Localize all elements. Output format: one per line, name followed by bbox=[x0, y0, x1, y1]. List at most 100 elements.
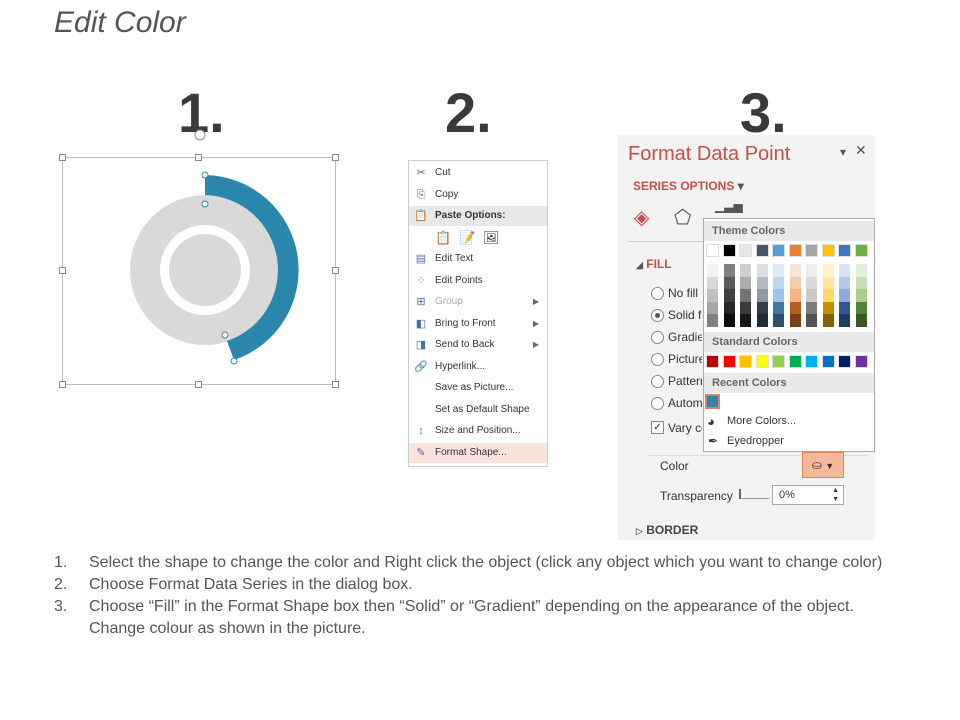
resize-handle[interactable] bbox=[332, 154, 339, 161]
theme-color-shade-swatch[interactable] bbox=[740, 301, 751, 315]
theme-color-shade-swatch[interactable] bbox=[822, 289, 834, 302]
resize-handle[interactable] bbox=[195, 154, 202, 161]
theme-color-shade-swatch[interactable] bbox=[740, 289, 751, 302]
theme-color-shade-swatch[interactable] bbox=[723, 264, 735, 277]
donut-core[interactable] bbox=[169, 234, 241, 306]
theme-color-shade-swatch[interactable] bbox=[855, 264, 867, 277]
theme-color-swatch[interactable] bbox=[755, 244, 769, 257]
fill-section-toggle[interactable]: ◢ FILL bbox=[636, 257, 672, 271]
theme-color-swatch[interactable] bbox=[739, 244, 752, 257]
border-section-toggle[interactable]: ▷ BORDER bbox=[636, 523, 698, 537]
selected-data-point[interactable] bbox=[205, 175, 299, 360]
theme-color-shade-swatch[interactable] bbox=[789, 264, 801, 277]
theme-color-swatch[interactable] bbox=[772, 244, 785, 257]
theme-color-swatch[interactable] bbox=[854, 244, 868, 257]
fill-option-radio[interactable] bbox=[651, 309, 664, 322]
transparency-slider[interactable] bbox=[739, 489, 769, 499]
standard-color-swatch[interactable] bbox=[821, 355, 835, 368]
point-handle[interactable] bbox=[201, 171, 209, 179]
theme-color-shade-swatch[interactable] bbox=[822, 264, 834, 277]
theme-color-shade-swatch[interactable] bbox=[756, 289, 768, 302]
theme-color-shade-swatch[interactable] bbox=[855, 314, 867, 327]
menu-item[interactable]: ⎘ Copy bbox=[409, 185, 547, 205]
theme-color-shade-swatch[interactable] bbox=[855, 289, 867, 302]
resize-handle[interactable] bbox=[195, 381, 202, 388]
theme-color-shade-swatch[interactable] bbox=[723, 289, 735, 302]
menu-item[interactable]: ◨ Send to Back ▶ bbox=[409, 335, 547, 355]
theme-color-shade-swatch[interactable] bbox=[740, 264, 751, 277]
fill-option-radio[interactable] bbox=[651, 397, 664, 410]
theme-color-shade-swatch[interactable] bbox=[756, 264, 768, 277]
color-picker-button[interactable]: ⛀ ▼ bbox=[802, 452, 844, 478]
menu-item[interactable]: Set as Default Shape bbox=[409, 400, 547, 420]
resize-handle[interactable] bbox=[59, 154, 66, 161]
standard-color-swatch[interactable] bbox=[805, 355, 818, 368]
menu-item[interactable]: ⊞ Group ▶ bbox=[409, 292, 547, 312]
theme-color-shade-swatch[interactable] bbox=[806, 301, 817, 315]
theme-color-swatch[interactable] bbox=[838, 244, 851, 257]
spinner-icon[interactable]: ▲ ▼ bbox=[832, 487, 839, 503]
menu-item[interactable]: ◧ Bring to Front ▶ bbox=[409, 314, 547, 334]
theme-color-shade-swatch[interactable] bbox=[740, 314, 751, 327]
theme-color-shade-swatch[interactable] bbox=[740, 276, 751, 290]
theme-color-shade-swatch[interactable] bbox=[789, 301, 801, 315]
menu-item[interactable]: ▤ Edit Text bbox=[409, 249, 547, 269]
standard-color-swatch[interactable] bbox=[706, 355, 719, 368]
theme-color-swatch[interactable] bbox=[722, 244, 736, 257]
series-options-dropdown[interactable]: SERIES OPTIONS ▾ bbox=[633, 179, 744, 193]
paste-picture-icon[interactable]: 🖼 bbox=[483, 229, 500, 245]
fill-option-radio[interactable] bbox=[651, 287, 664, 300]
fill-option-radio[interactable] bbox=[651, 375, 664, 388]
point-handle[interactable] bbox=[230, 357, 238, 365]
standard-color-swatch[interactable] bbox=[755, 355, 769, 368]
series-options-tab-icon[interactable]: ▁▃▅ bbox=[715, 199, 743, 213]
standard-color-swatch[interactable] bbox=[739, 355, 752, 368]
theme-color-shade-swatch[interactable] bbox=[806, 314, 817, 327]
theme-color-swatch[interactable] bbox=[821, 244, 835, 257]
menu-item[interactable]: ✂ Cut bbox=[409, 163, 547, 183]
theme-color-shade-swatch[interactable] bbox=[773, 276, 784, 290]
menu-item[interactable]: ⁘ Edit Points bbox=[409, 271, 547, 291]
recent-color-swatch[interactable] bbox=[705, 394, 720, 409]
theme-color-shade-swatch[interactable] bbox=[855, 276, 867, 290]
theme-color-swatch[interactable] bbox=[706, 244, 719, 257]
paste-keep-source-icon[interactable]: 📋 bbox=[435, 229, 452, 245]
theme-color-shade-swatch[interactable] bbox=[789, 314, 801, 327]
resize-handle[interactable] bbox=[59, 381, 66, 388]
donut-chart[interactable] bbox=[60, 125, 340, 387]
theme-color-shade-swatch[interactable] bbox=[707, 264, 718, 277]
theme-color-shade-swatch[interactable] bbox=[773, 301, 784, 315]
theme-color-shade-swatch[interactable] bbox=[773, 264, 784, 277]
theme-color-shade-swatch[interactable] bbox=[723, 276, 735, 290]
theme-color-shade-swatch[interactable] bbox=[707, 289, 718, 302]
standard-color-swatch[interactable] bbox=[854, 355, 868, 368]
fill-option-radio[interactable] bbox=[651, 331, 664, 344]
theme-color-shade-swatch[interactable] bbox=[822, 276, 834, 290]
theme-color-swatch[interactable] bbox=[788, 244, 802, 257]
effects-tab-icon[interactable]: ⬠ bbox=[674, 207, 692, 229]
theme-color-shade-swatch[interactable] bbox=[839, 276, 850, 290]
theme-color-shade-swatch[interactable] bbox=[707, 301, 718, 315]
standard-color-swatch[interactable] bbox=[838, 355, 851, 368]
theme-color-shade-swatch[interactable] bbox=[707, 276, 718, 290]
standard-color-swatch[interactable] bbox=[772, 355, 785, 368]
theme-color-shade-swatch[interactable] bbox=[773, 314, 784, 327]
theme-color-shade-swatch[interactable] bbox=[756, 301, 768, 315]
theme-color-shade-swatch[interactable] bbox=[756, 276, 768, 290]
vary-colors-checkbox[interactable]: ✓ bbox=[651, 421, 664, 434]
theme-color-shade-swatch[interactable] bbox=[822, 314, 834, 327]
close-icon[interactable]: ✕ bbox=[855, 142, 867, 158]
standard-color-swatch[interactable] bbox=[722, 355, 736, 368]
paste-merge-icon[interactable]: 📝 bbox=[459, 229, 476, 245]
point-handle[interactable] bbox=[201, 200, 209, 208]
theme-color-shade-swatch[interactable] bbox=[855, 301, 867, 315]
resize-handle[interactable] bbox=[59, 267, 66, 274]
theme-color-shade-swatch[interactable] bbox=[789, 276, 801, 290]
menu-item[interactable]: ↕ Size and Position... bbox=[409, 421, 547, 441]
menu-item[interactable]: Save as Picture... bbox=[409, 378, 547, 398]
resize-handle[interactable] bbox=[332, 267, 339, 274]
eyedropper-item[interactable]: Eyedropper bbox=[727, 435, 784, 447]
fill-option-radio[interactable] bbox=[651, 353, 664, 366]
fill-line-tab-icon[interactable]: ◈ bbox=[634, 207, 650, 229]
menu-item[interactable]: ✎ Format Shape... bbox=[409, 442, 547, 463]
